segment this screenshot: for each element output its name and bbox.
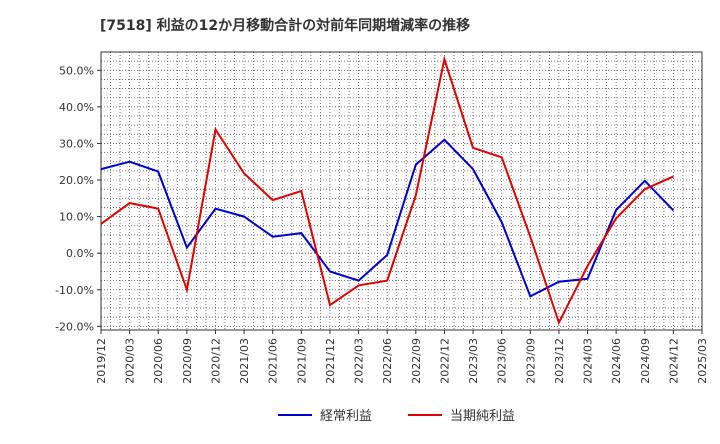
x-tick-label: 2021/12 <box>324 338 337 384</box>
x-tick-label: 2022/03 <box>353 338 366 384</box>
chart-title: [7518] 利益の12か月移動合計の対前年同期増減率の推移 <box>100 17 470 34</box>
y-tick-label: -20.0% <box>55 320 94 333</box>
legend: 経常利益 当期純利益 <box>278 409 515 424</box>
x-tick-label: 2020/09 <box>181 338 194 384</box>
y-tick-label: -10.0% <box>55 284 94 297</box>
y-tick-label: 0.0% <box>66 247 94 260</box>
x-axis: 2019/12 2020/03 2020/06 2020/09 2020/12 2021/… <box>95 330 709 384</box>
legend-label-series-1: 当期純利益 <box>450 409 515 424</box>
series-lines <box>100 55 675 326</box>
y-tick-label: 50.0% <box>59 64 94 77</box>
legend-label-series-0: 経常利益 <box>320 409 372 424</box>
y-tick-label: 10.0% <box>59 211 94 224</box>
x-tick-label: 2021/03 <box>238 338 251 384</box>
x-tick-label: 2022/06 <box>381 338 394 384</box>
x-tick-label: 2023/03 <box>467 338 480 384</box>
y-tick-label: 30.0% <box>59 137 94 150</box>
series-line-1 <box>100 55 674 326</box>
x-tick-label: 2021/06 <box>267 338 280 384</box>
x-tick-label: 2023/12 <box>553 338 566 384</box>
grid <box>101 52 702 330</box>
x-tick-label: 2025/03 <box>696 338 709 384</box>
x-tick-label: 2022/09 <box>410 338 423 384</box>
y-tick-label: 20.0% <box>59 174 94 187</box>
x-tick-label: 2020/06 <box>152 338 165 384</box>
x-tick-label: 2019/12 <box>95 338 108 384</box>
x-tick-label: 2023/06 <box>496 338 509 384</box>
x-tick-label: 2021/09 <box>295 338 308 384</box>
x-tick-label: 2020/12 <box>209 338 222 384</box>
x-tick-label: 2024/06 <box>610 338 623 384</box>
x-tick-label: 2020/03 <box>124 338 137 384</box>
y-axis: -20.0% -10.0% 0.0% 10.0% 20.0% 30.0% 40.0% 50.0… <box>55 64 101 333</box>
x-tick-label: 2024/03 <box>582 338 595 384</box>
x-tick-label: 2024/12 <box>667 338 680 384</box>
x-tick-label: 2023/09 <box>524 338 537 384</box>
x-tick-label: 2024/09 <box>639 338 652 384</box>
y-tick-label: 40.0% <box>59 101 94 114</box>
x-tick-label: 2022/12 <box>438 338 451 384</box>
plot-frame <box>100 51 703 331</box>
